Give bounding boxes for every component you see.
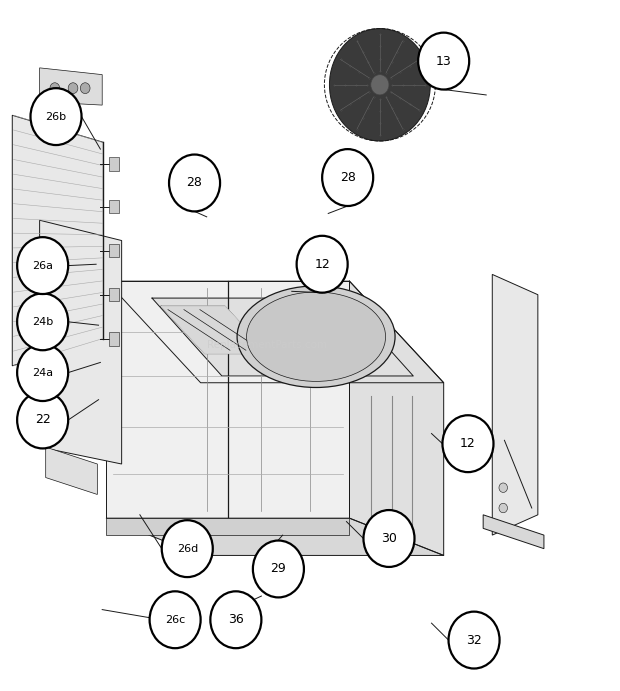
Circle shape xyxy=(149,591,201,648)
Polygon shape xyxy=(350,281,444,556)
Circle shape xyxy=(371,75,389,95)
Circle shape xyxy=(17,344,68,401)
Polygon shape xyxy=(46,447,97,495)
Circle shape xyxy=(418,32,469,90)
Circle shape xyxy=(448,612,500,668)
Circle shape xyxy=(68,83,78,93)
Text: 28: 28 xyxy=(340,171,356,184)
Circle shape xyxy=(17,294,68,350)
Circle shape xyxy=(81,83,90,93)
Circle shape xyxy=(329,28,430,141)
Text: 24b: 24b xyxy=(32,316,53,327)
Text: 30: 30 xyxy=(381,532,397,545)
Polygon shape xyxy=(110,200,118,214)
Polygon shape xyxy=(107,281,350,518)
Polygon shape xyxy=(107,281,444,383)
Ellipse shape xyxy=(247,292,386,381)
Circle shape xyxy=(50,83,60,93)
Text: 28: 28 xyxy=(187,176,203,189)
Polygon shape xyxy=(107,518,350,535)
Polygon shape xyxy=(40,220,122,464)
Polygon shape xyxy=(492,274,538,535)
Text: ReplacementParts.com: ReplacementParts.com xyxy=(208,341,327,350)
Circle shape xyxy=(443,415,494,472)
Circle shape xyxy=(296,236,348,293)
Polygon shape xyxy=(110,332,118,346)
Polygon shape xyxy=(483,515,544,549)
Text: 26d: 26d xyxy=(177,544,198,553)
Text: 13: 13 xyxy=(436,55,451,68)
Polygon shape xyxy=(40,68,102,105)
Text: 12: 12 xyxy=(460,437,476,451)
Polygon shape xyxy=(110,158,118,171)
Polygon shape xyxy=(152,298,414,376)
Text: 26b: 26b xyxy=(45,112,66,122)
Circle shape xyxy=(30,88,82,145)
Ellipse shape xyxy=(237,286,395,388)
Circle shape xyxy=(322,149,373,206)
Polygon shape xyxy=(12,115,104,366)
Circle shape xyxy=(253,540,304,598)
Polygon shape xyxy=(110,288,118,301)
Text: 12: 12 xyxy=(314,258,330,271)
Circle shape xyxy=(169,155,220,211)
Text: 24a: 24a xyxy=(32,368,53,377)
Circle shape xyxy=(17,237,68,294)
Circle shape xyxy=(210,591,262,648)
Polygon shape xyxy=(107,518,444,556)
Text: 26a: 26a xyxy=(32,261,53,271)
Text: 29: 29 xyxy=(270,562,286,576)
Circle shape xyxy=(499,483,507,493)
Text: 22: 22 xyxy=(35,413,51,426)
Circle shape xyxy=(363,510,415,567)
Polygon shape xyxy=(110,244,118,258)
Text: 26c: 26c xyxy=(165,615,185,625)
Circle shape xyxy=(499,503,507,513)
Polygon shape xyxy=(161,306,268,354)
Circle shape xyxy=(17,392,68,448)
Text: 32: 32 xyxy=(466,634,482,647)
Circle shape xyxy=(162,520,213,577)
Text: 36: 36 xyxy=(228,613,244,626)
